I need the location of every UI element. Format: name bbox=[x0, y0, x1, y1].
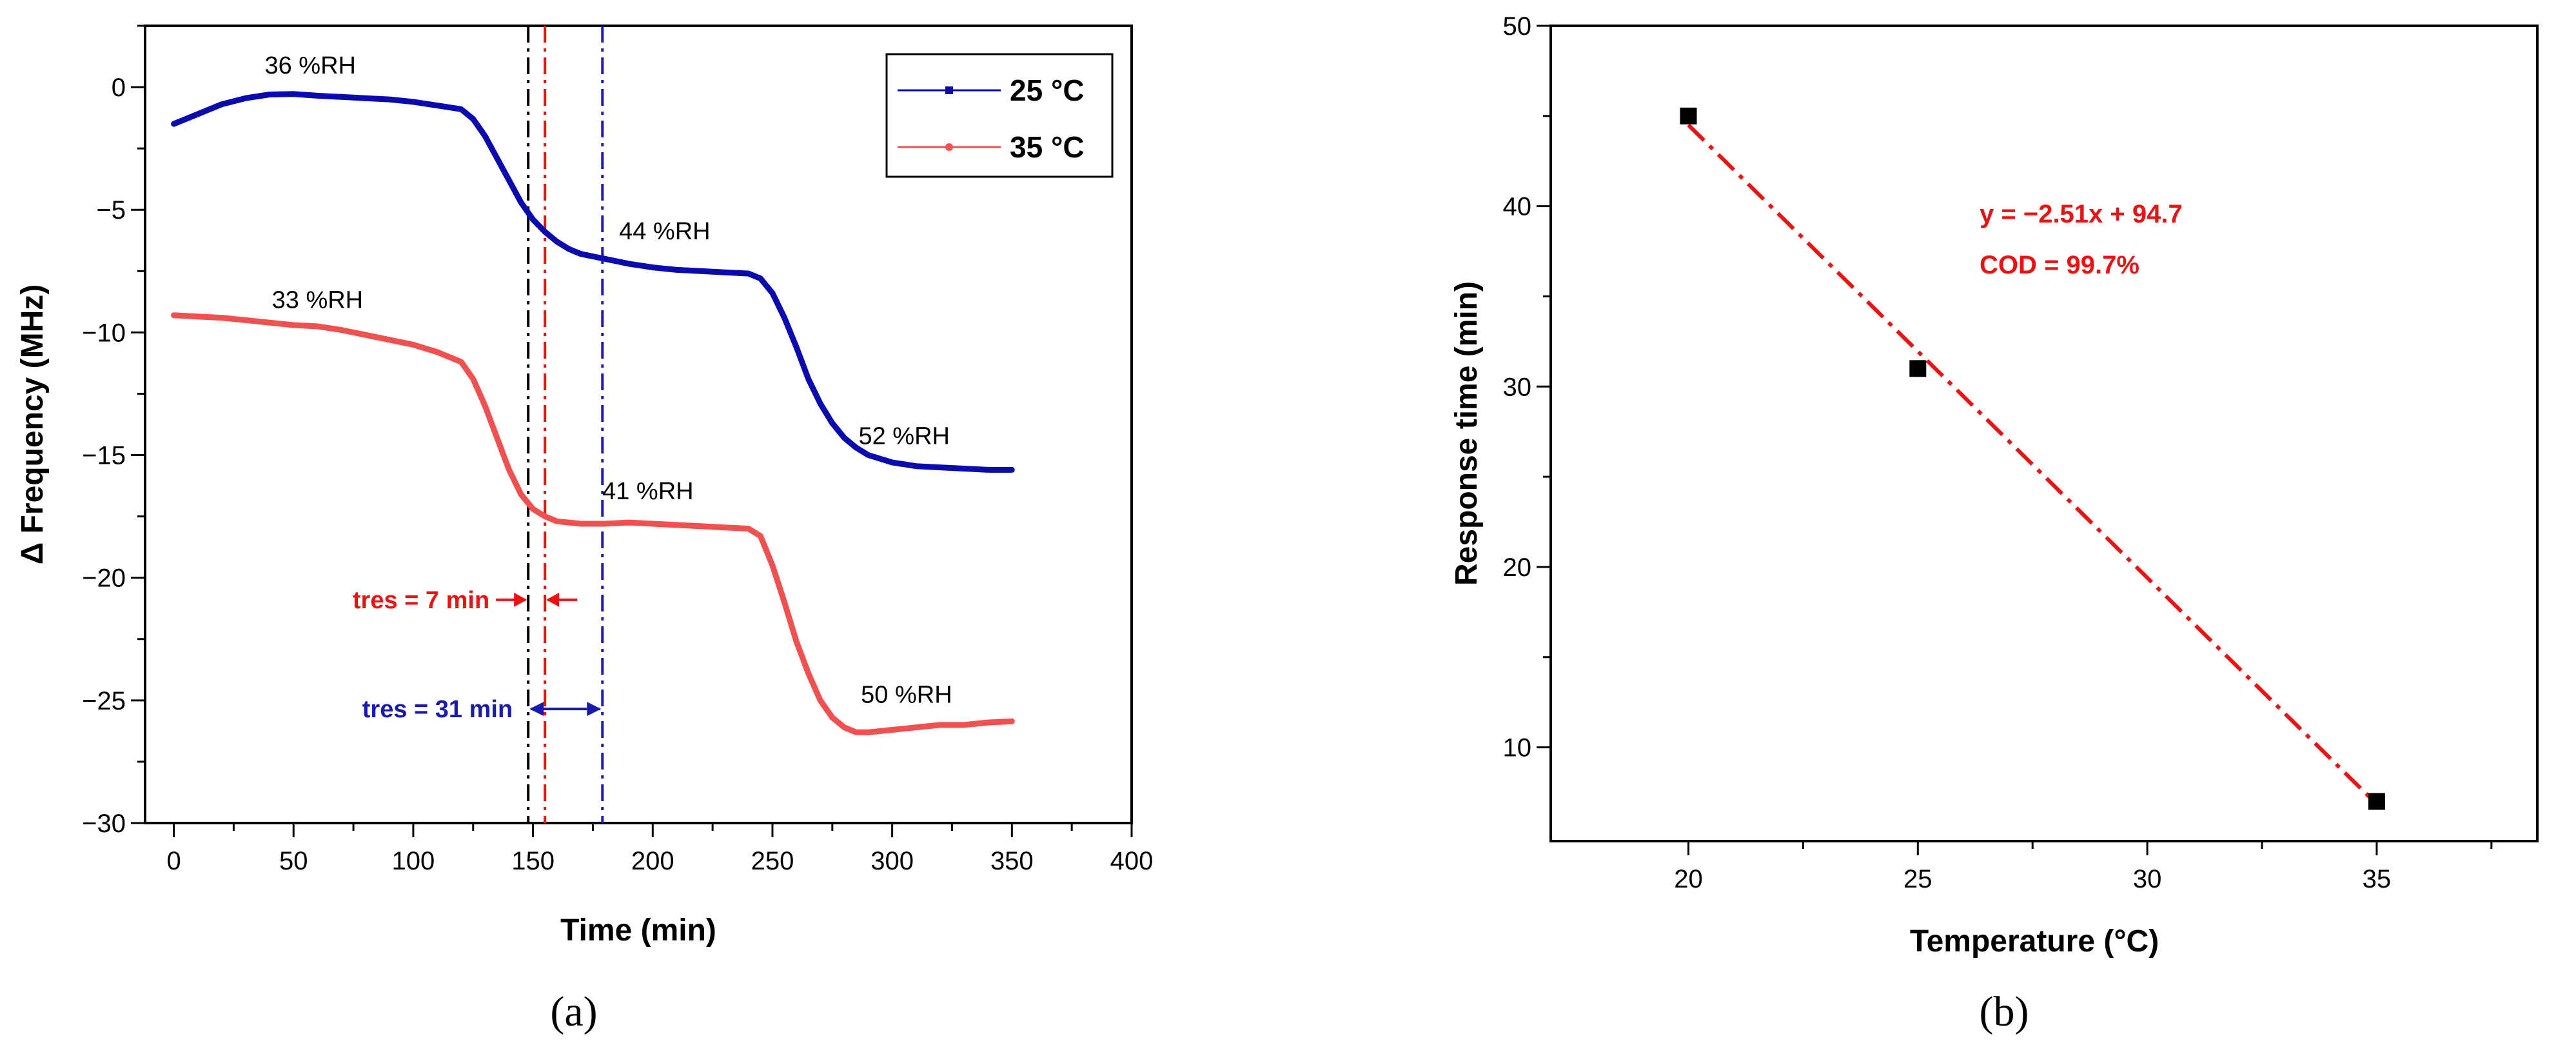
rh-annotation: 41 %RH bbox=[602, 478, 694, 505]
x-tick-label: 35 bbox=[2363, 865, 2392, 893]
panel-b-plot-frame bbox=[1549, 25, 2539, 842]
legend-box bbox=[885, 53, 1114, 178]
panel-b-y-axis-title: Response time (min) bbox=[1450, 281, 1484, 586]
tres-arrow-head bbox=[529, 702, 544, 717]
y-tick-label: 20 bbox=[1503, 553, 1532, 582]
panel-a-x-tick-labels: 0 50 100 150 200 250 300 350 400 bbox=[166, 847, 1153, 875]
y-tick-label: −15 bbox=[82, 442, 126, 470]
panel-a-series bbox=[171, 91, 1015, 735]
panel-b-x-axis-title: Temperature (°C) bbox=[1910, 924, 2159, 959]
panel-b-points bbox=[1680, 107, 2385, 810]
rh-annotation: 50 %RH bbox=[861, 682, 952, 709]
y-tick-label: −20 bbox=[82, 564, 126, 593]
rh-annotation: 36 %RH bbox=[264, 52, 356, 79]
rh-annotation: 44 %RH bbox=[619, 218, 711, 245]
tres-arrow-head bbox=[514, 592, 527, 607]
panel-a-x-axis-title: Time (min) bbox=[560, 913, 716, 948]
x-tick-label: 400 bbox=[1110, 847, 1154, 875]
x-tick-label: 350 bbox=[990, 847, 1034, 875]
legend-marker-35c bbox=[945, 143, 953, 151]
x-tick-label: 300 bbox=[870, 847, 914, 875]
y-tick-label: 10 bbox=[1503, 734, 1532, 762]
x-tick-label: 200 bbox=[631, 847, 674, 875]
panel-a-annotations: 36 %RH 44 %RH 52 %RH 33 %RH 41 %RH 50 %RH bbox=[264, 52, 952, 708]
panel-a-legend: 25 °C 35 °C bbox=[885, 53, 1114, 178]
panel-b-y-tick-labels: 10 20 30 40 50 bbox=[1503, 12, 1532, 762]
x-tick-label: 25 bbox=[1903, 865, 1932, 893]
series-line-35c bbox=[171, 312, 1015, 735]
panel-b-ticks bbox=[1537, 25, 2493, 855]
legend-marker-25c bbox=[945, 86, 953, 94]
y-tick-label: 40 bbox=[1503, 193, 1532, 221]
tres-arrow-head bbox=[587, 702, 602, 717]
legend-label-25c: 25 °C bbox=[1010, 74, 1085, 107]
panel-a-threshold-lines bbox=[527, 26, 604, 823]
x-tick-label: 50 bbox=[279, 847, 308, 875]
legend-label-35c: 35 °C bbox=[1010, 130, 1085, 164]
series-line-25c bbox=[171, 91, 1015, 473]
tres-arrow-head bbox=[546, 592, 560, 607]
x-tick-label: 150 bbox=[511, 847, 555, 875]
data-point bbox=[1680, 107, 1697, 124]
y-tick-label: −5 bbox=[96, 196, 126, 224]
rh-annotation: 33 %RH bbox=[272, 286, 364, 313]
x-tick-label: 0 bbox=[166, 847, 181, 875]
x-tick-label: 100 bbox=[392, 847, 435, 875]
panel-a-chart: 0 50 100 150 200 250 300 350 400 0 −5 −10 −15 −20 −25… bbox=[15, 25, 1153, 1035]
panel-b-label: (b) bbox=[1980, 988, 2029, 1035]
panel-b-x-tick-labels: 20 25 30 35 bbox=[1674, 865, 2391, 893]
fit-line bbox=[1687, 123, 2379, 806]
panel-a-y-tick-labels: 0 −5 −10 −15 −20 −25 −30 bbox=[82, 74, 126, 838]
x-tick-label: 250 bbox=[751, 847, 794, 875]
rh-annotation: 52 %RH bbox=[858, 422, 950, 450]
y-tick-label: 0 bbox=[112, 74, 126, 102]
panel-b-fit-line bbox=[1687, 123, 2379, 806]
panel-a-plot-frame bbox=[144, 25, 1133, 824]
y-tick-label: 30 bbox=[1503, 373, 1532, 401]
panel-a-ticks bbox=[131, 25, 1133, 837]
x-tick-label: 20 bbox=[1674, 865, 1703, 893]
tres-label-35c: tres = 7 min bbox=[353, 587, 489, 614]
fit-equation: y = −2.51x + 94.7 bbox=[1980, 200, 2183, 228]
data-point bbox=[1909, 360, 1927, 377]
panel-a-label: (a) bbox=[550, 988, 597, 1035]
x-tick-label: 30 bbox=[2133, 865, 2162, 893]
data-point bbox=[2368, 793, 2385, 810]
tres-label-25c: tres = 31 min bbox=[362, 696, 513, 723]
y-tick-label: 50 bbox=[1503, 12, 1532, 41]
fit-cod: COD = 99.7% bbox=[1980, 251, 2139, 279]
panel-a-y-axis-title: Δ Frequency (MHz) bbox=[15, 284, 50, 565]
y-tick-label: −25 bbox=[82, 687, 126, 715]
panel-b-chart: 20 25 30 35 10 20 30 40 50 y = −2.51x + 94.7 CO… bbox=[1450, 12, 2539, 1035]
y-tick-label: −10 bbox=[82, 319, 126, 347]
panel-a-response-time-markers: tres = 7 min tres = 31 min bbox=[353, 587, 602, 723]
y-tick-label: −30 bbox=[82, 810, 126, 838]
